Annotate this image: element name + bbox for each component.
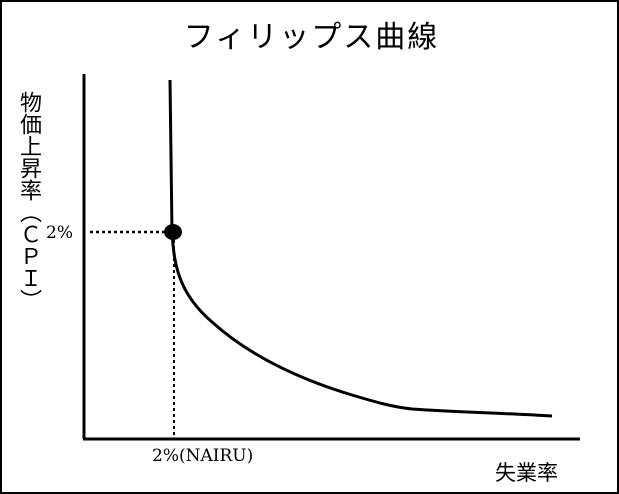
nairu-point bbox=[164, 224, 182, 240]
x-axis-label: 失業率 bbox=[495, 461, 558, 485]
x-marker-label: 2%(NAIRU) bbox=[152, 446, 254, 466]
y-axis-label: 物価上昇率（ＣＰＩ） bbox=[16, 91, 41, 311]
y-marker-label: 2% bbox=[46, 223, 73, 243]
phillips-curve-line bbox=[168, 79, 553, 418]
figure-title: フィリップス曲線 bbox=[183, 20, 440, 55]
